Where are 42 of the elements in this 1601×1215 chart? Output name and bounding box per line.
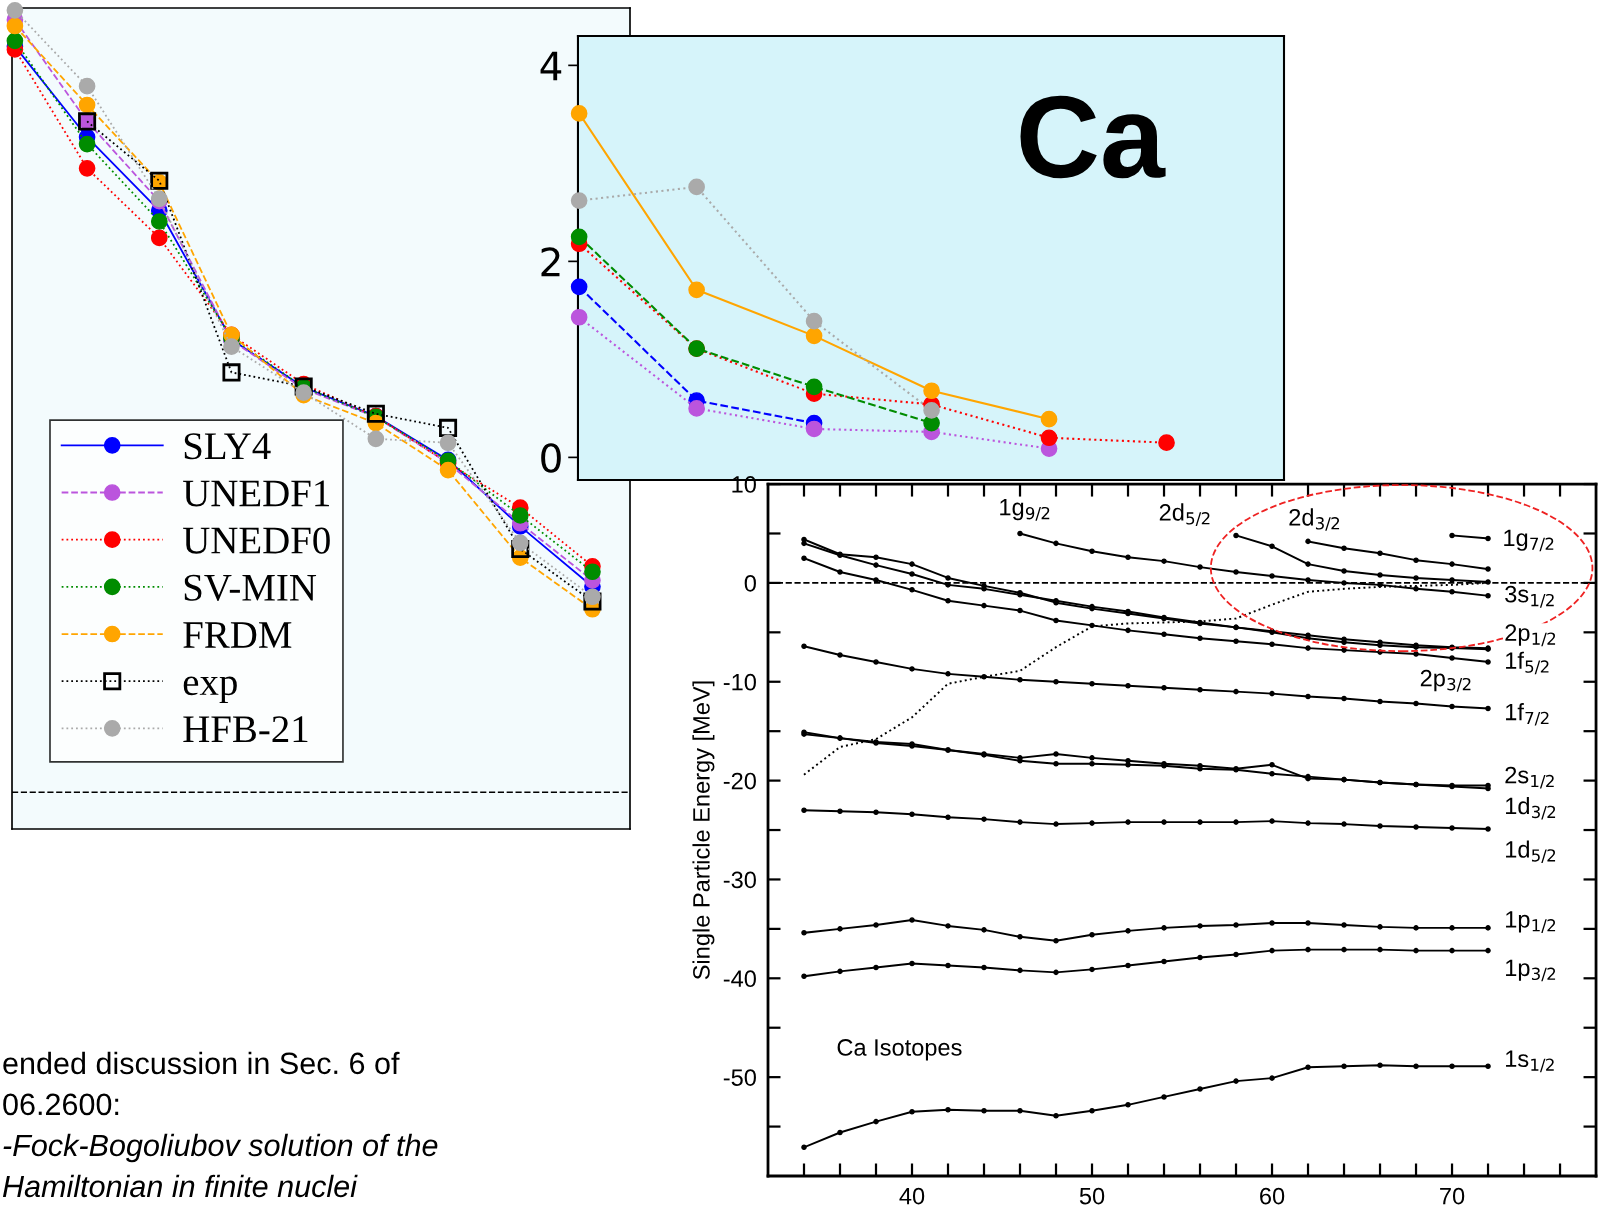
annotation: 1g$_{9/2}$: [1000, 499, 1050, 521]
y-tick-label: 2: [541, 247, 560, 277]
y-tick-label: -30: [723, 871, 756, 889]
x-tick-label: 60: [1260, 1187, 1285, 1205]
annotation: 1p$_{1/2}$: [1506, 911, 1556, 933]
annotation: 1f$_{5/2}$: [1506, 651, 1549, 675]
legend-label: HFB-21: [183, 716, 308, 743]
legend-label: FRDM: [183, 622, 292, 648]
annotation: 3s$_{1/2}$: [1505, 585, 1554, 608]
annotation: 1d$_{5/2}$: [1506, 840, 1556, 863]
annotation: Ca Isotopes: [837, 1039, 962, 1061]
y-axis-title: Single Particle Energy [MeV]: [692, 681, 715, 980]
y-tick-label: 0: [744, 574, 756, 592]
y-tick-label: 4: [540, 51, 562, 81]
text: -Fock-Bogoliubov solution of the: [3, 1133, 438, 1163]
annotation: 1g$_{7/2}$: [1504, 529, 1554, 552]
annotation: 1p$_{3/2}$: [1506, 959, 1556, 982]
y-tick-label: -10: [723, 673, 756, 691]
annotation: 2d$_{5/2}$: [1159, 503, 1210, 526]
annotation: 2p$_{1/2}$: [1505, 624, 1556, 647]
y-tick-label: -20: [723, 772, 756, 790]
legend-label: UNEDF1: [183, 480, 329, 507]
annotation: 2s$_{1/2}$: [1505, 766, 1554, 789]
y-tick-label: 0: [541, 443, 561, 473]
annotation: 1s$_{1/2}$: [1506, 1050, 1554, 1073]
annotation: 2d$_{3/2}$: [1289, 508, 1340, 531]
y-tick-label: -50: [723, 1069, 756, 1086]
x-tick-label: 40: [899, 1187, 925, 1205]
text: 06.2600:: [3, 1093, 119, 1116]
legend-label: SV-MIN: [184, 574, 317, 602]
annotation: 1f$_{7/2}$: [1506, 703, 1549, 726]
y-tick-label: -40: [723, 970, 756, 988]
legend-label: UNEDF0: [183, 527, 330, 554]
x-tick-label: 50: [1079, 1187, 1105, 1205]
text: ended discussion in Sec. 6 of: [3, 1051, 400, 1075]
x-tick-label: 70: [1440, 1187, 1465, 1205]
text: Hamiltonian in finite nuclei: [2, 1174, 358, 1198]
annotation: 2p$_{3/2}$: [1420, 669, 1471, 692]
legend-label: exp: [183, 676, 237, 704]
annotation: Ca: [1020, 95, 1166, 179]
legend-label: SLY4: [184, 433, 271, 460]
annotation: 1d$_{3/2}$: [1506, 796, 1556, 820]
